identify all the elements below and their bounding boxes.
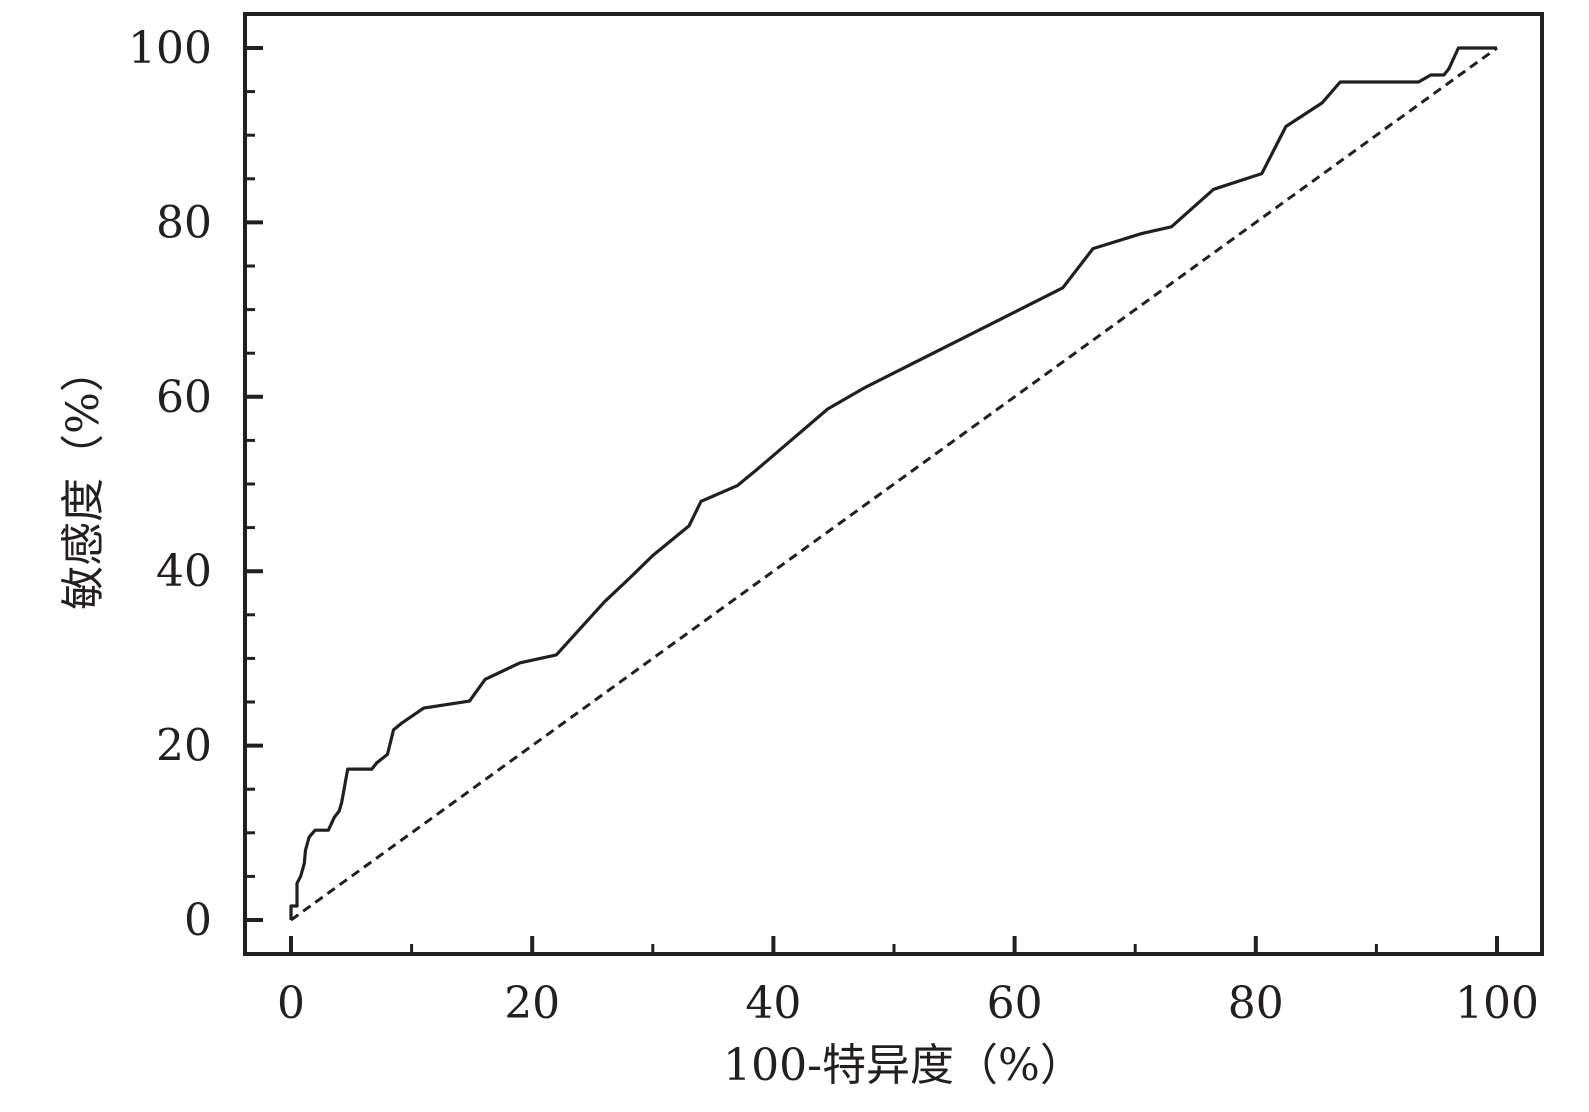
- x-tick-label: 40: [745, 978, 801, 1029]
- y-tick-label: 20: [156, 721, 212, 772]
- roc-curve-line: [289, 46, 1497, 920]
- x-tick-label: 80: [1228, 978, 1284, 1029]
- plot-frame: [243, 12, 1544, 956]
- x-tick-label: 60: [987, 978, 1043, 1029]
- x-tick-label: 100: [1455, 978, 1539, 1029]
- y-tick-label: 40: [156, 546, 212, 597]
- y-axis-label: 敏感度（%）: [58, 348, 109, 610]
- x-tick-label: 0: [277, 978, 305, 1029]
- series-group: [289, 46, 1498, 922]
- reference-diagonal-line: [290, 46, 1498, 922]
- y-tick-label: 80: [156, 197, 212, 248]
- y-tick-label: 0: [184, 895, 212, 946]
- x-axis-label: 100-特异度（%）: [723, 1040, 1084, 1091]
- y-tick-label: 60: [156, 372, 212, 423]
- x-tick-label: 20: [504, 978, 560, 1029]
- y-axis-ticks: 0 20 40 60 80 100: [128, 23, 263, 946]
- x-axis-ticks: 0 20 40 60 80 100: [277, 936, 1539, 1029]
- y-tick-label: 100: [128, 23, 212, 74]
